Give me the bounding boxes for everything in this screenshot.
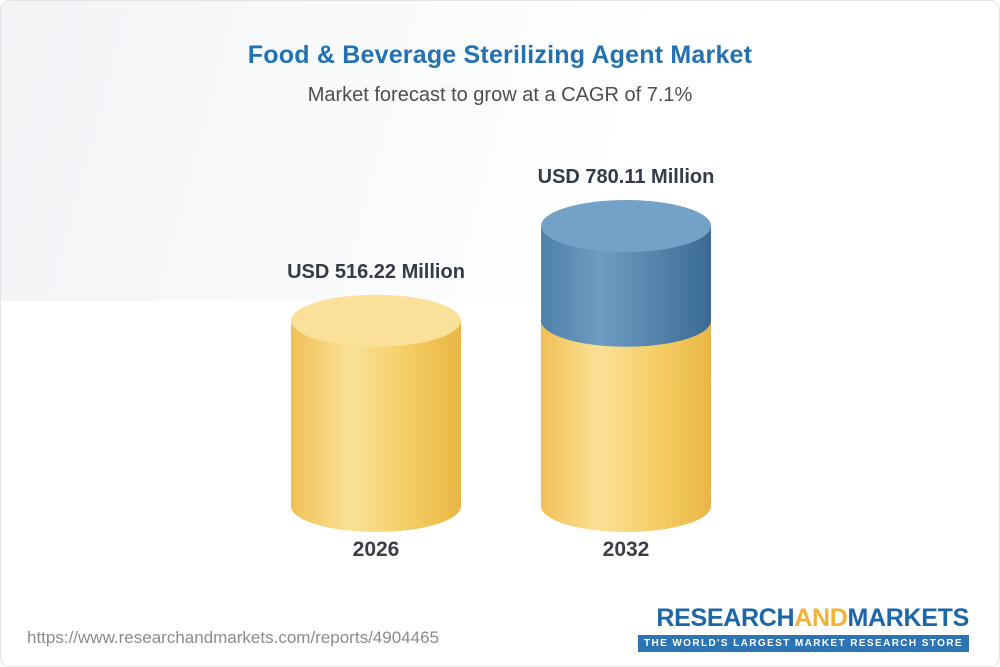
company-logo-tagline: THE WORLD'S LARGEST MARKET RESEARCH STOR… bbox=[637, 635, 969, 652]
value-label-2032: USD 780.11 Million bbox=[537, 166, 715, 188]
category-label-2026: 2026 bbox=[352, 538, 400, 561]
chart-title: Food & Beverage Sterilizing Agent Market bbox=[247, 41, 753, 69]
cylinder-2032-base-body bbox=[541, 320, 711, 506]
logo-and: AND bbox=[794, 604, 848, 632]
cylinder-2026-top bbox=[291, 294, 461, 347]
chart-header: Food & Beverage Sterilizing Agent Market… bbox=[1, 1, 999, 107]
value-label-2026: USD 516.22 Million bbox=[287, 260, 465, 283]
report-url-link[interactable]: https://www.researchandmarkets.com/repor… bbox=[27, 628, 439, 647]
category-label-2032: 2032 bbox=[602, 538, 650, 561]
company-logo: RESEARCHANDMARKETS THE WORLD'S LARGEST M… bbox=[637, 606, 969, 652]
cylinder-2032-base-bottom bbox=[541, 480, 711, 532]
cylinder-2032-growth-bottom bbox=[541, 294, 711, 347]
cylinder-2026-body bbox=[291, 320, 461, 506]
logo-research: RESEARCH bbox=[656, 604, 795, 632]
cylinder-2032-top bbox=[541, 200, 711, 252]
logo-markets: MARKETS bbox=[847, 604, 969, 632]
chart-subtitle: Market forecast to grow at a CAGR of 7.1… bbox=[307, 84, 693, 106]
cylinder-2026-bottom bbox=[291, 480, 461, 532]
company-logo-wordmark: RESEARCHANDMARKETS bbox=[638, 606, 969, 631]
